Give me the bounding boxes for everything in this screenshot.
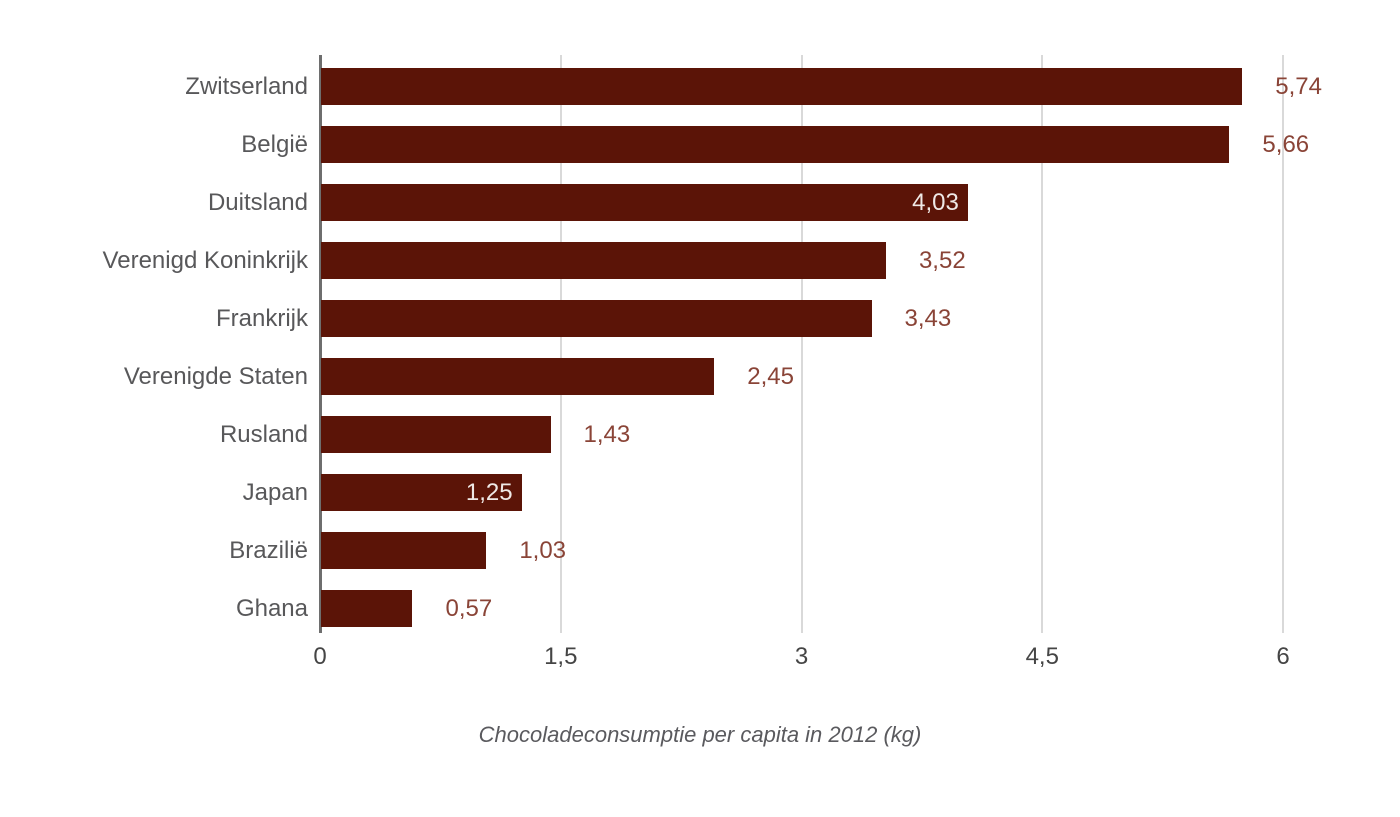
x-tick-label: 1,5 [544, 643, 578, 670]
x-gridline [800, 55, 803, 633]
value-label: 4,03 [912, 189, 959, 216]
bar-brazilië [321, 532, 487, 569]
category-label: Zwitserland [185, 73, 308, 100]
x-tick-label: 6 [1276, 643, 1290, 670]
bar-verenigde-staten [321, 358, 715, 395]
category-label: Verenigd Koninkrijk [102, 247, 308, 274]
value-label: 0,57 [445, 595, 493, 622]
value-label: 5,74 [1275, 73, 1322, 100]
bar-zwitserland [321, 68, 1243, 105]
x-gridline [559, 55, 562, 633]
bar-frankrijk [321, 300, 872, 337]
category-label: Ghana [235, 595, 308, 622]
bar-ghana [321, 590, 413, 627]
category-label: Verenigde Staten [123, 363, 308, 390]
x-tick-label: 4,5 [1025, 643, 1059, 670]
bar-duitsland [321, 184, 968, 221]
value-label: 1,03 [519, 537, 567, 564]
value-label: 1,43 [583, 421, 631, 448]
bar-rusland [321, 416, 551, 453]
x-gridline [1041, 55, 1044, 633]
category-label: Japan [242, 479, 308, 506]
x-tick-label: 0 [313, 643, 327, 670]
category-label: Rusland [219, 421, 308, 448]
x-gridline [1282, 55, 1284, 633]
value-label: 2,45 [747, 363, 794, 390]
bar-verenigd-koninkrijk [321, 242, 886, 279]
y-axis-line [318, 55, 322, 633]
value-label: 3,52 [918, 247, 966, 274]
bar-belgië [321, 126, 1230, 163]
category-label: België [241, 131, 308, 158]
category-label: Duitsland [207, 189, 308, 216]
x-tick-label: 3 [794, 643, 809, 670]
value-label: 5,66 [1262, 131, 1310, 158]
value-label: 3,43 [904, 305, 952, 332]
chart-title: Chocoladeconsumptie per capita in 2012 (… [478, 722, 922, 747]
category-label: Frankrijk [215, 305, 308, 332]
bar-japan [321, 474, 522, 511]
category-label: Brazilië [229, 537, 308, 564]
value-label: 1,25 [465, 479, 513, 506]
